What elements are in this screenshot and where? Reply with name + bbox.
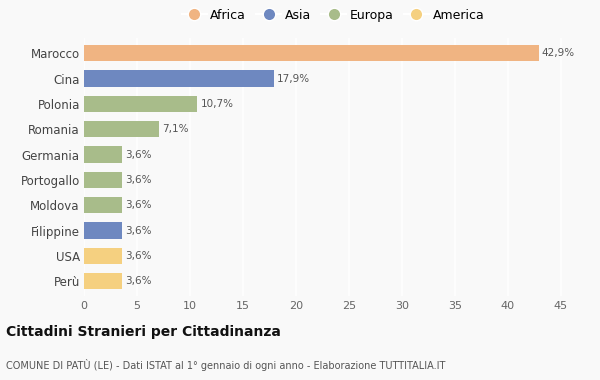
Text: Cittadini Stranieri per Cittadinanza: Cittadini Stranieri per Cittadinanza	[6, 325, 281, 339]
Bar	[84, 222, 122, 239]
Text: 10,7%: 10,7%	[200, 99, 233, 109]
Text: 3,6%: 3,6%	[125, 200, 152, 210]
Text: 7,1%: 7,1%	[163, 124, 189, 134]
Bar	[84, 121, 159, 138]
Bar	[84, 248, 122, 264]
Bar	[84, 197, 122, 214]
Text: 3,6%: 3,6%	[125, 175, 152, 185]
Bar	[84, 146, 122, 163]
Bar	[84, 273, 122, 290]
Bar	[84, 45, 539, 62]
Bar	[84, 172, 122, 188]
Text: 17,9%: 17,9%	[277, 74, 310, 84]
Text: 3,6%: 3,6%	[125, 150, 152, 160]
Text: 3,6%: 3,6%	[125, 226, 152, 236]
Text: 42,9%: 42,9%	[542, 48, 575, 58]
Bar	[84, 96, 197, 112]
Bar	[84, 70, 274, 87]
Text: COMUNE DI PATÙ (LE) - Dati ISTAT al 1° gennaio di ogni anno - Elaborazione TUTTI: COMUNE DI PATÙ (LE) - Dati ISTAT al 1° g…	[6, 359, 445, 370]
Text: 3,6%: 3,6%	[125, 276, 152, 286]
Text: 3,6%: 3,6%	[125, 251, 152, 261]
Legend: Africa, Asia, Europa, America: Africa, Asia, Europa, America	[176, 3, 490, 27]
